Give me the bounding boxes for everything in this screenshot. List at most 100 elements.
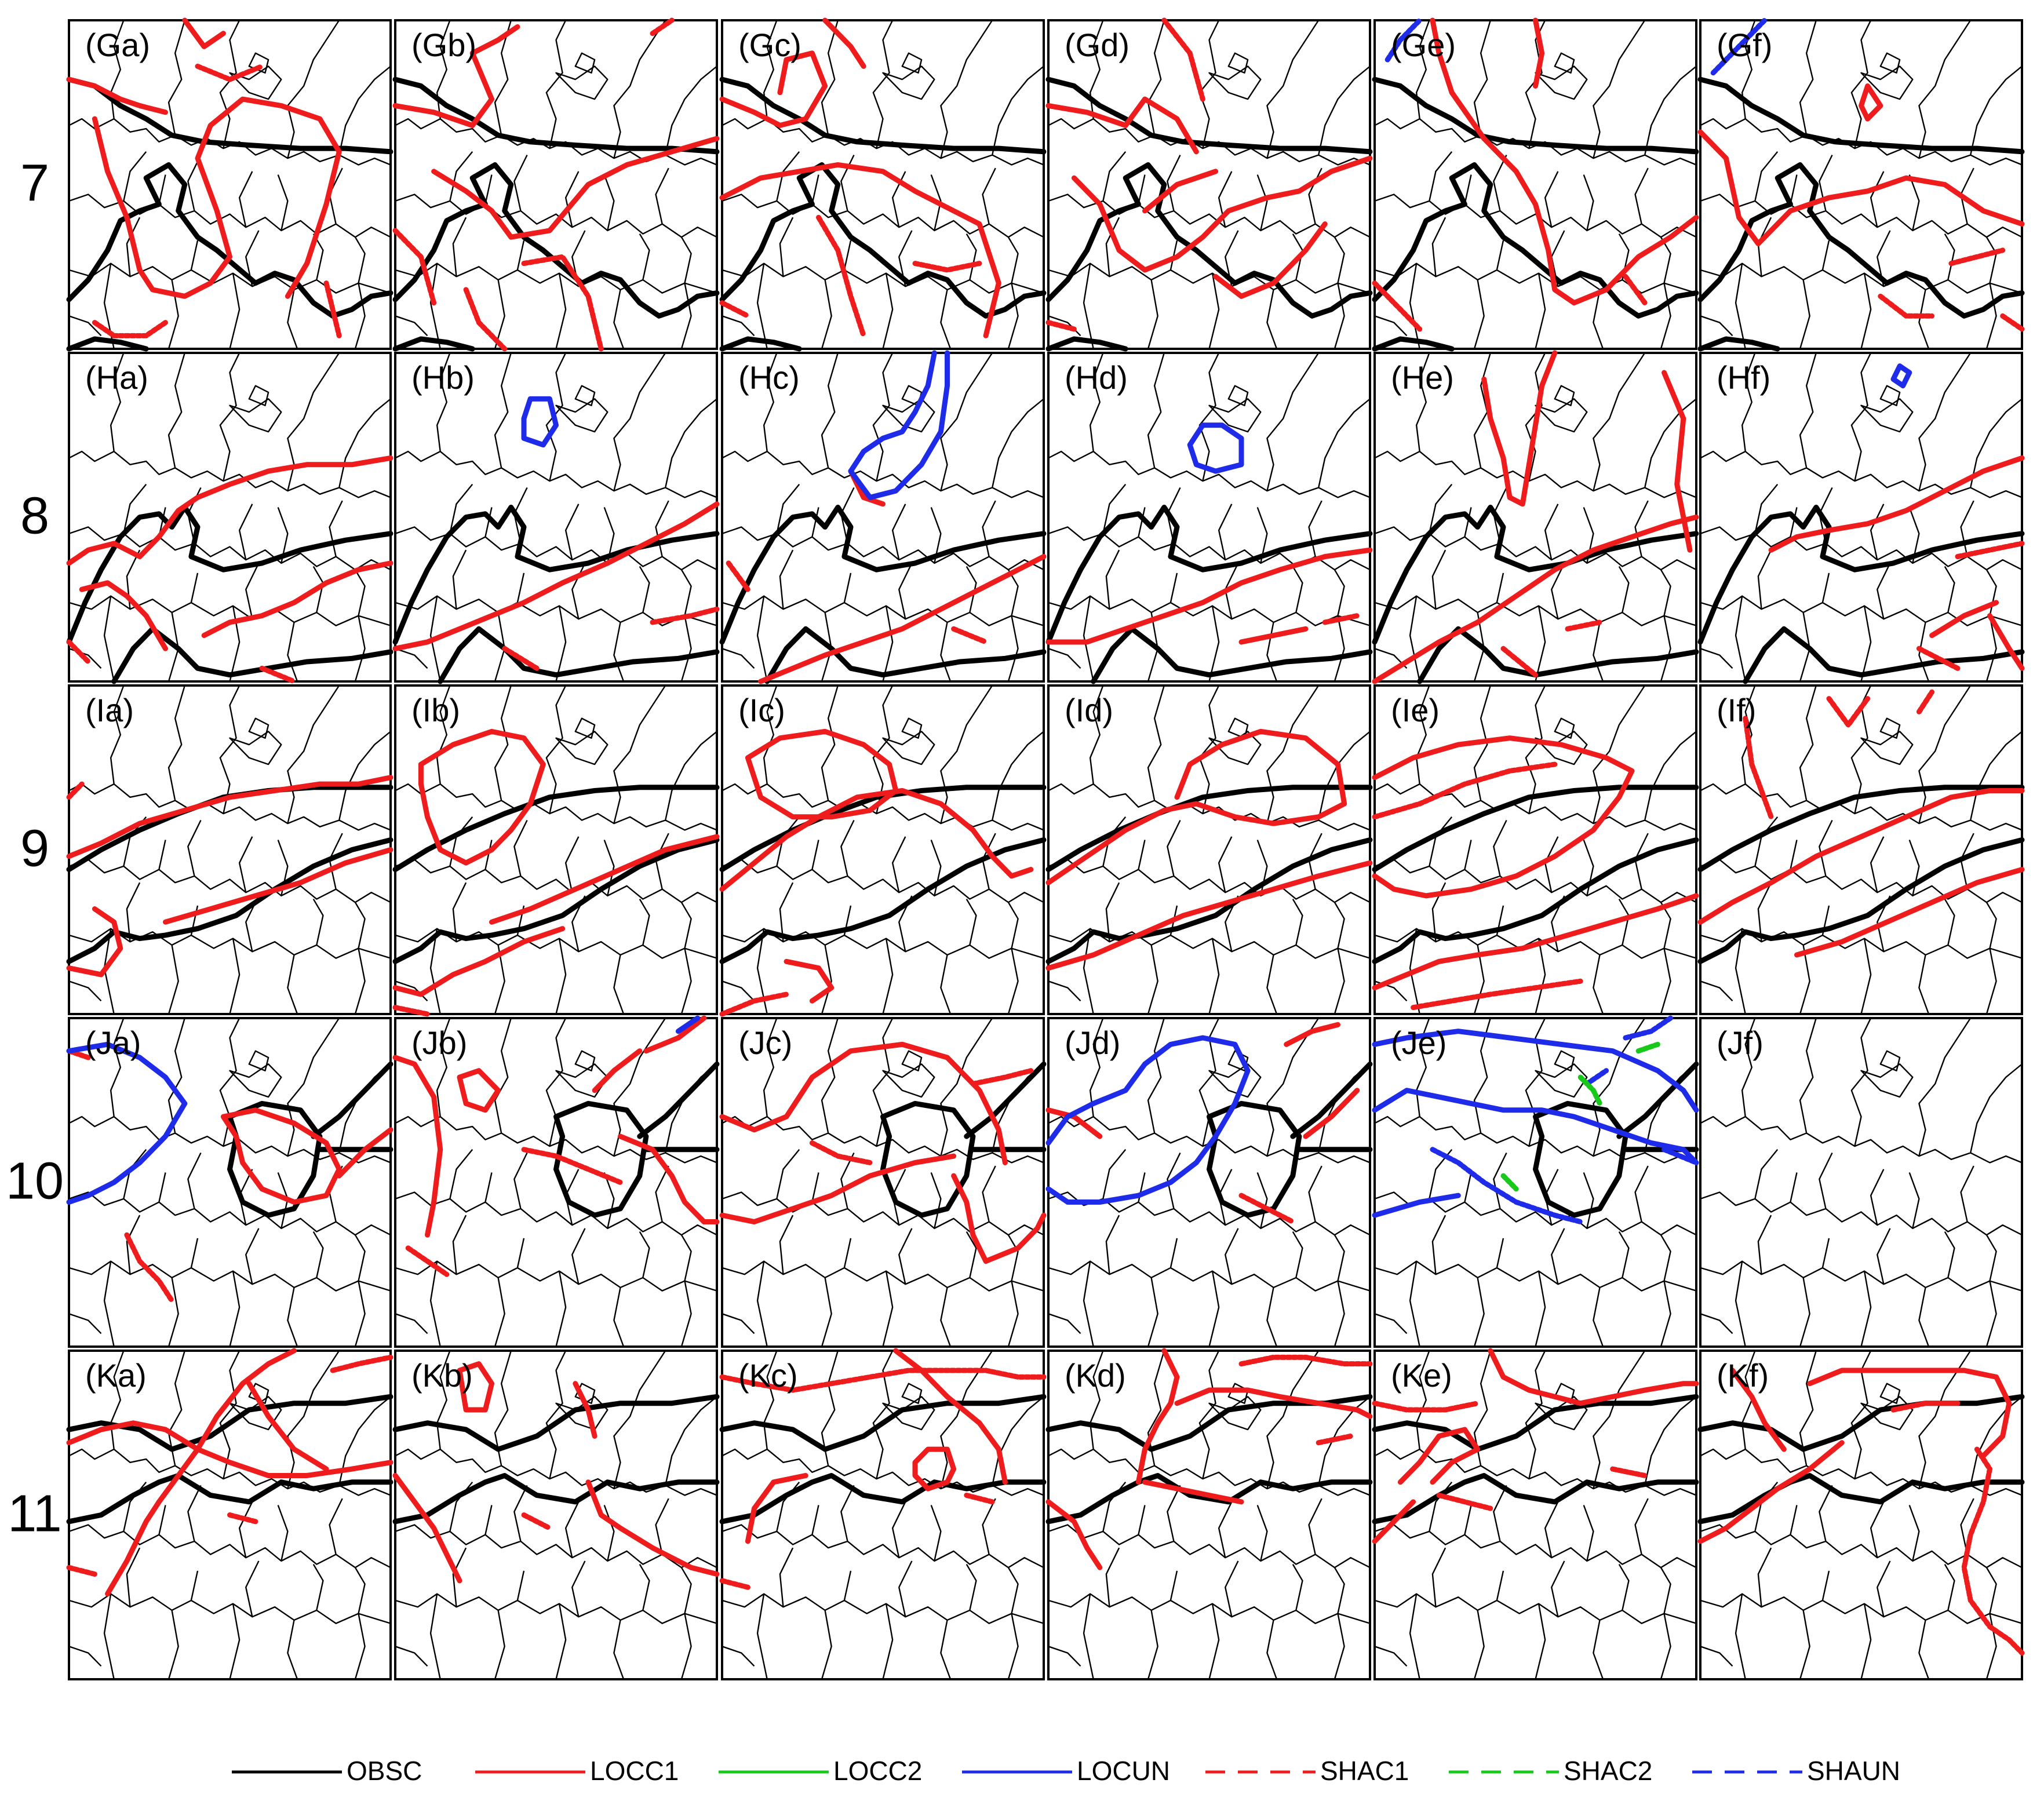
locc1-contour <box>1932 603 1996 636</box>
obsc-contour <box>1375 507 1696 641</box>
row-label: 10 <box>6 1152 64 1210</box>
locc1-contour <box>395 929 563 994</box>
obsc-contour <box>883 1064 1044 1215</box>
shaun-contour <box>1713 20 1765 73</box>
panel-label: (Ie) <box>1391 692 1440 728</box>
panel-label: (Ha) <box>85 359 148 396</box>
contour-layer <box>1375 353 1696 681</box>
locc1-contour <box>1048 1502 1100 1567</box>
locc1-contour <box>69 778 391 856</box>
shac1-contour <box>1881 296 1932 316</box>
obsc-contour <box>69 339 146 349</box>
locc1-contour <box>1145 172 1216 211</box>
shac1-contour <box>722 1581 748 1587</box>
locc1-contour <box>249 1384 326 1469</box>
panel-frame <box>68 352 392 683</box>
locc1-contour <box>1138 1351 1177 1482</box>
shac1-contour <box>94 323 165 336</box>
locc1-contour <box>1048 1110 1100 1136</box>
shac1-contour <box>408 1248 447 1274</box>
shac1-contour <box>1613 1469 1645 1475</box>
obsc-contour <box>395 840 717 961</box>
shac1-contour <box>1439 1495 1491 1508</box>
obsc-contour <box>395 1475 717 1521</box>
legend-label: SHAUN <box>1807 1756 1900 1786</box>
panel-label: (Kb) <box>411 1357 473 1394</box>
locc1-contour <box>1771 458 2022 550</box>
shac1-contour <box>326 283 339 336</box>
map-panel: (Hf) <box>1700 353 2022 681</box>
obsc-contour <box>1048 840 1370 961</box>
shac1-contour <box>395 231 434 303</box>
panel-frame <box>1373 684 1697 1015</box>
row-label: 7 <box>20 154 49 212</box>
contour-layer <box>722 1351 1044 1587</box>
shac1-contour <box>69 642 88 662</box>
locun-contour <box>1375 1091 1696 1163</box>
shac1-contour <box>230 1515 256 1522</box>
obsc-contour <box>722 840 1044 961</box>
panel-label: (Ic) <box>738 692 785 728</box>
contour-layer <box>1700 366 2022 681</box>
locc1-contour <box>395 504 717 648</box>
contour-layer <box>1375 738 1696 1008</box>
locun-contour <box>851 353 934 471</box>
shac1-contour <box>1318 1436 1351 1442</box>
panel-frame <box>721 19 1045 350</box>
obsc-contour <box>1375 165 1696 316</box>
locc1-contour <box>1177 1390 1370 1416</box>
obsc-contour <box>1375 1475 1696 1521</box>
shac1-contour <box>69 784 82 797</box>
map-panel: (Ke) <box>1375 1351 1696 1680</box>
locc1-contour <box>1536 20 1542 86</box>
shac2-contour <box>1503 1176 1516 1189</box>
shac1-contour <box>333 1357 391 1370</box>
contour-layer <box>69 1351 391 1594</box>
locc1-contour <box>1048 99 1196 152</box>
map-panel: (Je) <box>1375 1018 1696 1348</box>
panel-frame <box>1047 352 1371 683</box>
map-panel: (Kf) <box>1700 1350 2022 1680</box>
locc1-contour <box>69 79 166 112</box>
obsc-contour <box>1048 507 1370 641</box>
locc1-contour <box>421 731 543 863</box>
shac1-contour <box>1958 544 2022 557</box>
panel-frame <box>1699 1017 2023 1348</box>
locc1-contour <box>646 1018 704 1051</box>
locc1-contour <box>588 1482 717 1574</box>
map-panel: (Ib) <box>395 684 717 1014</box>
locc1-contour <box>434 138 717 237</box>
legend-label: LOCC1 <box>590 1756 679 1786</box>
shac1-contour <box>1829 699 1868 725</box>
panel-frame <box>1373 352 1697 683</box>
obsc-contour <box>1209 1064 1371 1215</box>
locc1-contour <box>94 99 339 296</box>
obsc-contour <box>395 339 472 349</box>
panel-label: (He) <box>1391 359 1454 396</box>
locc1-contour <box>1287 1024 1338 1044</box>
panel-frame <box>394 19 718 350</box>
panel-frame <box>1699 19 2023 350</box>
obsc-contour <box>1700 840 2022 961</box>
shac1-contour <box>2003 316 2022 329</box>
map-panel: (Ge) <box>1375 20 1696 349</box>
panel-frame <box>1373 19 1697 350</box>
locc1-contour <box>722 165 999 336</box>
map-panel: (Gc) <box>722 20 1044 349</box>
legend-item: LOCC1 <box>475 1756 679 1786</box>
contour-layer <box>395 1364 717 1581</box>
panel-frame <box>721 1350 1045 1680</box>
locun-contour <box>678 1018 697 1031</box>
locc1-contour <box>1491 1351 1696 1403</box>
legend-label: LOCUN <box>1077 1756 1170 1786</box>
contour-layer <box>395 731 717 1014</box>
shaun-contour <box>1587 1071 1606 1084</box>
obsc-contour <box>69 840 391 961</box>
shac1-contour <box>1048 323 1074 329</box>
locc1-contour <box>748 731 895 816</box>
contour-layer <box>1375 1018 1696 1222</box>
locc1-contour <box>595 1051 640 1091</box>
contour-layer <box>722 20 1044 349</box>
locc1-contour <box>1700 790 2022 922</box>
